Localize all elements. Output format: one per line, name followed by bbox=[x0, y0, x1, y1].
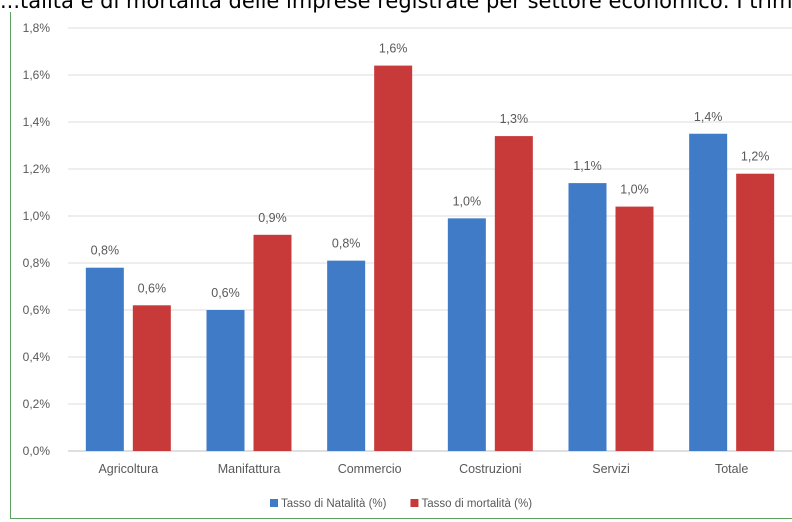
y-tick-label: 0,6% bbox=[23, 303, 51, 317]
legend-label-natalita: Tasso di Natalità (%) bbox=[281, 498, 387, 510]
x-category-label: Agricoltura bbox=[98, 462, 158, 476]
figure-caption: ...talità e di mortalità delle imprese r… bbox=[0, 0, 792, 13]
y-tick-label: 0,2% bbox=[23, 397, 51, 411]
data-label: 1,0% bbox=[620, 183, 649, 197]
data-label: 1,0% bbox=[453, 194, 482, 208]
legend-label-mortalita: Tasso di mortalità (%) bbox=[421, 498, 532, 510]
data-label: 0,6% bbox=[211, 286, 240, 300]
x-category-label: Manifattura bbox=[218, 462, 281, 476]
bar-mortalita-manifattura bbox=[253, 234, 292, 451]
bar-natalita-costruzioni bbox=[447, 218, 486, 451]
bar-natalita-servizi bbox=[568, 183, 607, 451]
bar-mortalita-totale bbox=[736, 173, 775, 451]
data-label: 1,3% bbox=[500, 112, 529, 126]
x-category-label: Costruzioni bbox=[459, 462, 522, 476]
y-tick-label: 0,4% bbox=[23, 350, 51, 364]
bar-natalita-agricoltura bbox=[85, 267, 124, 451]
x-category-label: Commercio bbox=[338, 462, 402, 476]
y-tick-label: 1,4% bbox=[23, 115, 51, 129]
data-label: 1,6% bbox=[379, 42, 408, 56]
bar-mortalita-agricoltura bbox=[132, 305, 171, 451]
data-label: 0,8% bbox=[91, 244, 120, 258]
data-label: 1,4% bbox=[694, 110, 723, 124]
x-category-label: Servizi bbox=[592, 462, 630, 476]
y-tick-label: 1,6% bbox=[23, 68, 51, 82]
bar-mortalita-costruzioni bbox=[494, 136, 533, 451]
data-label: 1,1% bbox=[573, 159, 602, 173]
bar-mortalita-servizi bbox=[615, 206, 654, 451]
chart-frame bbox=[10, 12, 792, 519]
bar-natalita-manifattura bbox=[206, 310, 245, 451]
y-tick-label: 1,0% bbox=[23, 209, 51, 223]
data-label: 0,9% bbox=[258, 211, 287, 225]
y-tick-label: 0,0% bbox=[23, 444, 51, 458]
legend-swatch-mortalita bbox=[410, 499, 419, 507]
y-tick-label: 1,2% bbox=[23, 162, 51, 176]
bar-mortalita-commercio bbox=[374, 65, 413, 451]
bar-natalita-commercio bbox=[327, 260, 366, 451]
data-label: 0,6% bbox=[138, 281, 167, 295]
x-category-label: Totale bbox=[715, 462, 748, 476]
data-label: 1,2% bbox=[741, 150, 770, 164]
bar-natalita-totale bbox=[689, 133, 728, 451]
legend-swatch-natalita bbox=[270, 499, 278, 507]
y-tick-label: 0,8% bbox=[23, 256, 51, 270]
data-label: 0,8% bbox=[332, 237, 361, 251]
y-tick-label: 1,8% bbox=[23, 21, 51, 35]
